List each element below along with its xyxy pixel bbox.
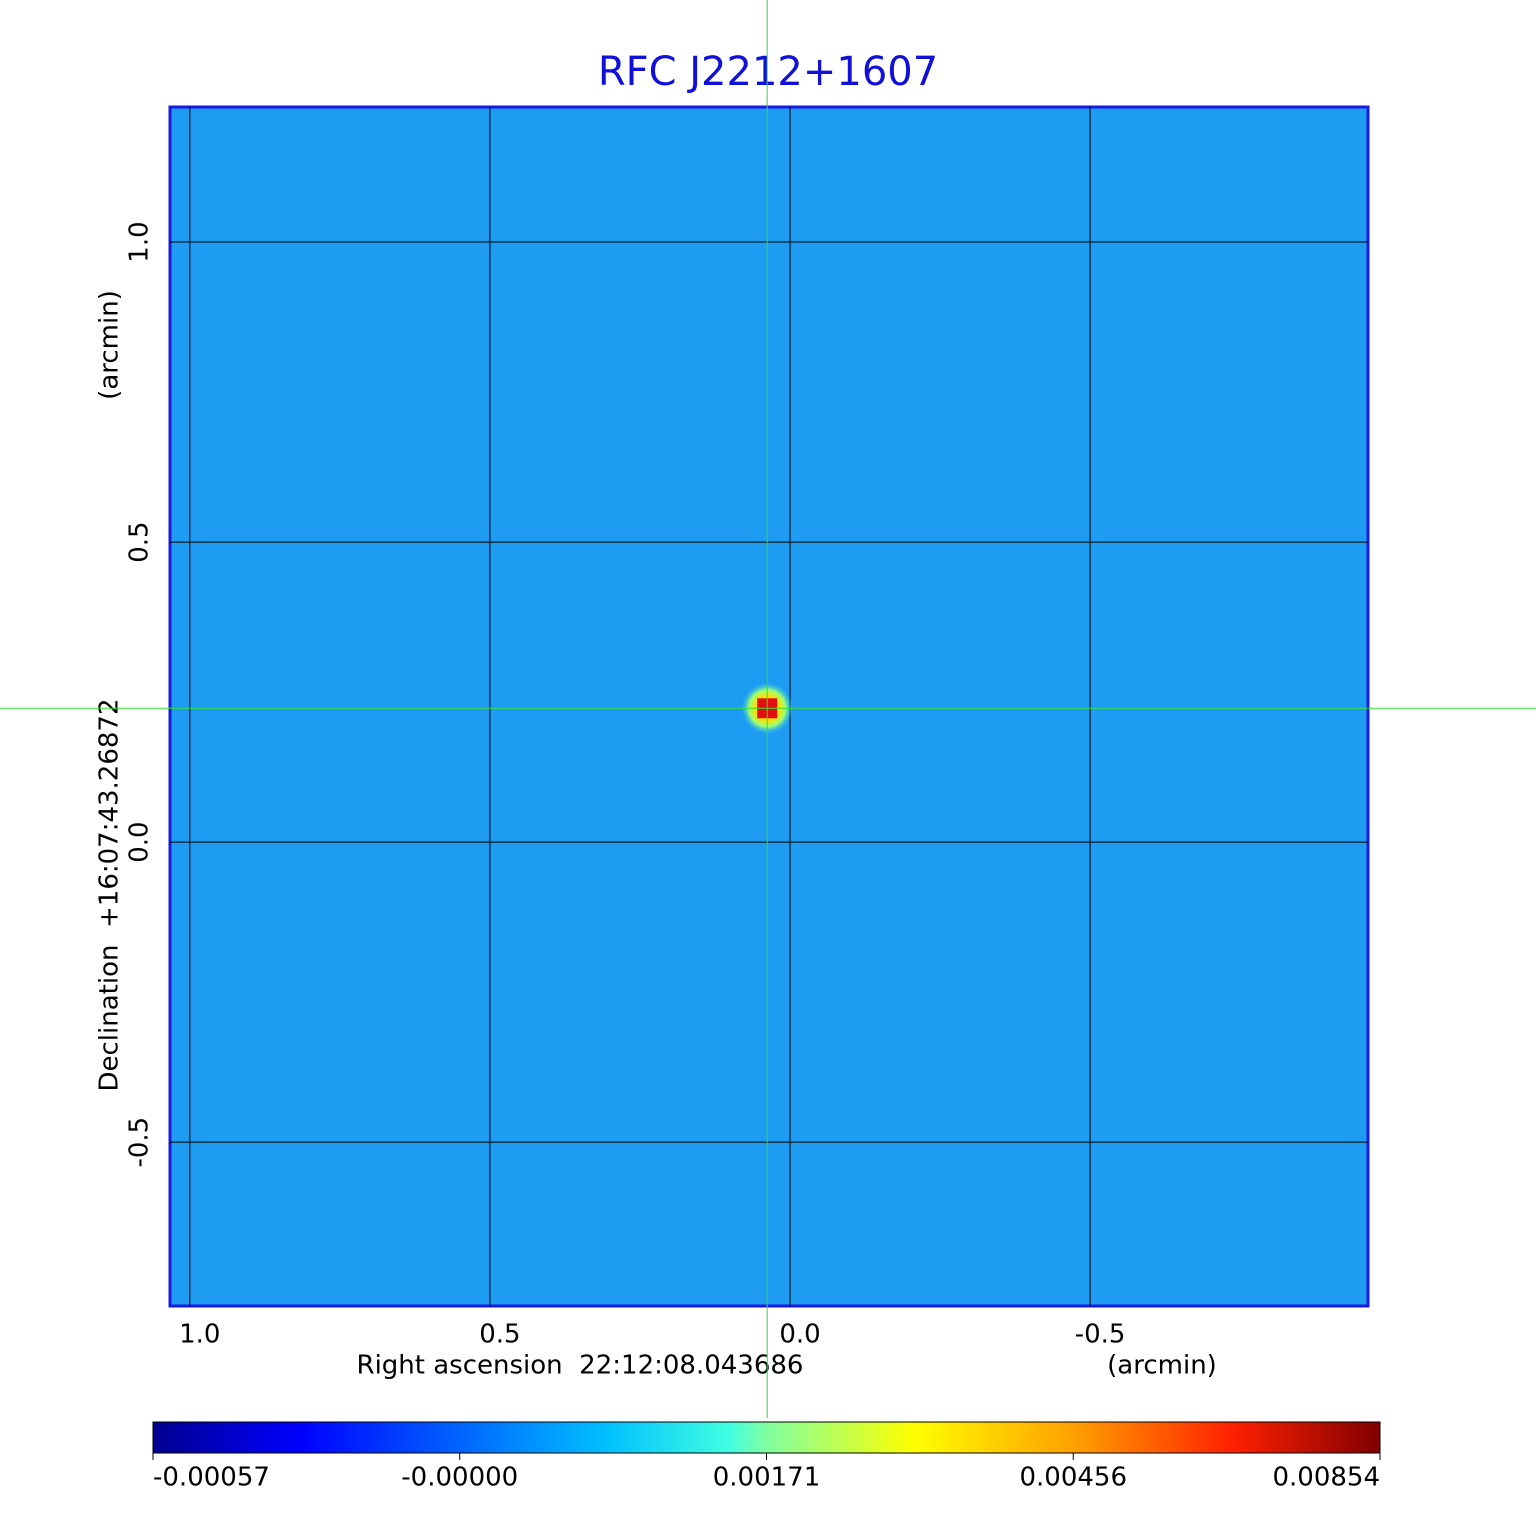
chart-title: RFC J2212+1607 xyxy=(598,49,938,95)
plot-frame xyxy=(168,105,1370,1308)
x-tick-label: 0.5 xyxy=(479,1320,520,1350)
y-tick-label: 0.5 xyxy=(125,521,155,562)
x-axis-unit: (arcmin) xyxy=(1107,1351,1217,1381)
y-tick-label: -0.5 xyxy=(125,1117,155,1168)
colorbar-tick-label: 0.00171 xyxy=(713,1463,821,1493)
x-tick-label: 1.0 xyxy=(179,1320,220,1350)
y-axis-label: Declination +16:07:43.26872 xyxy=(95,698,125,1091)
colorbar-tick-label: -0.00000 xyxy=(401,1463,518,1493)
colorbar xyxy=(152,1421,1381,1454)
x-tick-label: -0.5 xyxy=(1075,1320,1126,1350)
y-axis-unit: (arcmin) xyxy=(95,290,125,400)
colorbar-tick-label: -0.00057 xyxy=(153,1463,270,1493)
y-tick-label: 0.0 xyxy=(125,821,155,862)
y-tick-label: 1.0 xyxy=(125,221,155,262)
colorbar-tick-label: 0.00854 xyxy=(1272,1463,1380,1493)
x-axis-label: Right ascension 22:12:08.043686 xyxy=(357,1351,804,1381)
colorbar-tick-label: 0.00456 xyxy=(1019,1463,1127,1493)
x-tick-label: 0.0 xyxy=(779,1320,820,1350)
